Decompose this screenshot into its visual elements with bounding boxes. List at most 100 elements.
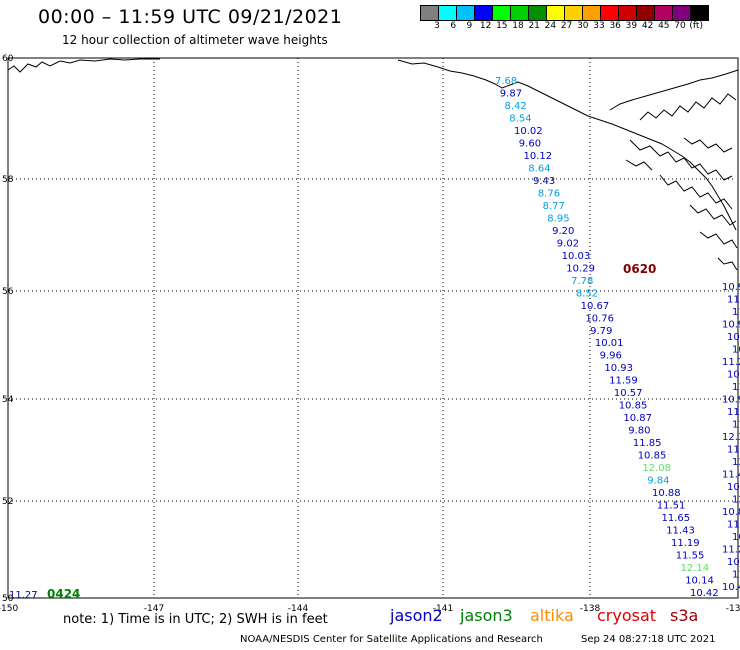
color-scale-label: 30 <box>577 21 589 31</box>
wave-height-label: 9.60 <box>519 138 541 149</box>
pass-time-label: 0620 <box>623 262 656 276</box>
wave-height-label: 12.06 <box>732 495 740 506</box>
wave-height-label: 11.27 <box>9 590 38 601</box>
wave-height-label: 10.67 <box>581 301 610 312</box>
color-scale-label: 27 <box>560 21 573 31</box>
wave-height-label: 10.87 <box>727 370 740 381</box>
legend-s3a: s3a <box>670 606 699 625</box>
wave-height-label: 8.76 <box>538 188 560 199</box>
wave-height-label: 10.88 <box>652 488 681 499</box>
wave-height-label: 8.77 <box>543 201 565 212</box>
wave-height-label: 9.87 <box>500 89 522 100</box>
longitude-tick-label: -138 <box>580 604 601 614</box>
wave-height-label: 9.43 <box>533 176 555 187</box>
wave-height-label: 10.6 <box>732 532 740 543</box>
wave-height-label: 10.85 <box>638 451 667 462</box>
wave-height-label: 10.4 <box>722 582 740 593</box>
wave-height-label: 10.57 <box>614 388 643 399</box>
wave-height-label: 10.8 <box>722 507 740 518</box>
wave-height-label: 11.55 <box>676 551 705 562</box>
latitude-tick-label: 56 <box>2 287 14 297</box>
wave-height-label: 9.84 <box>647 476 669 487</box>
wave-height-label: 9.80 <box>628 426 650 437</box>
wave-height-label: 12.20 <box>732 457 740 468</box>
wave-height-label: 10.02 <box>514 126 543 137</box>
wave-height-label: 8.52 <box>576 288 598 299</box>
color-scale-label: 3 <box>434 21 440 31</box>
wave-height-label: 11.85 <box>633 438 662 449</box>
legend-jason2: jason2 <box>390 606 443 625</box>
color-scale-label: 15 <box>496 21 508 31</box>
legend-jason3: jason3 <box>460 606 513 625</box>
color-scale-label: 42 <box>641 21 654 31</box>
credit-line: NOAA/NESDIS Center for Satellite Applica… <box>240 634 543 645</box>
wave-height-label: 12.08 <box>642 463 671 474</box>
legend-cryosat: cryosat <box>597 606 657 625</box>
longitude-tick-label: -144 <box>288 604 309 614</box>
pass-time-label: 0424 <box>47 587 80 601</box>
color-scale-label: (ft) <box>689 21 703 31</box>
wave-height-label: 9.96 <box>600 351 622 362</box>
wave-height-label: 9.02 <box>557 238 579 249</box>
wave-height-label: 11.4 <box>727 295 740 306</box>
color-scale-label: 70 <box>674 21 686 31</box>
wave-height-label: 10.43 <box>727 482 740 493</box>
latitude-tick-label: 54 <box>2 395 14 405</box>
wave-height-label: 11.59 <box>609 376 638 387</box>
wave-height-label: 10.01 <box>595 338 624 349</box>
wave-height-label: 10.95 <box>722 395 740 406</box>
longitude-tick-label: -135 <box>726 604 740 614</box>
wave-height-label: 10.9 <box>722 282 740 293</box>
wave-height-label: 10.42 <box>690 588 719 599</box>
latitude-tick-label: 52 <box>2 497 13 507</box>
color-swatch <box>690 5 709 21</box>
wave-height-label: 11.47 <box>732 382 740 393</box>
wave-height-label: 11.19 <box>671 538 700 549</box>
color-scale-bar <box>420 5 709 21</box>
latitude-tick-label: 50 <box>2 594 14 604</box>
wave-height-label: 11.2 <box>722 545 740 556</box>
wave-height-label: 11.43 <box>666 526 695 537</box>
jason2-track-main: 7.689.878.428.5410.029.6010.128.649.438.… <box>495 76 719 599</box>
color-scale-label: 33 <box>593 21 605 31</box>
wave-height-label: 11.4 <box>727 520 740 531</box>
map-subtitle: 12 hour collection of altimeter wave hei… <box>62 33 328 47</box>
generated-timestamp: Sep 24 08:27:18 UTC 2021 <box>581 634 716 645</box>
wave-height-label: 11.98 <box>727 445 740 456</box>
map-title: 00:00 – 11:59 UTC 09/21/2021 <box>38 6 343 28</box>
color-scale-label: 9 <box>466 21 473 31</box>
longitude-tick-label: -141 <box>433 604 453 614</box>
color-scale-label: 6 <box>450 21 457 31</box>
color-scale-label: 39 <box>625 21 638 31</box>
pass-time-labels: 0620 0424 <box>47 262 656 601</box>
wave-height-label: 7.68 <box>495 76 517 87</box>
wave-height-label: 12.31 <box>722 432 740 443</box>
wave-height-label: 10.8 <box>732 345 740 356</box>
lat-lon-grid: -150 -147 -144 -141 -138 -135 60 58 56 54 52 50 <box>0 54 740 614</box>
longitude-tick-label: -147 <box>144 604 164 614</box>
wave-height-label: 10.93 <box>604 363 633 374</box>
wave-height-label: 10.85 <box>619 401 648 412</box>
jason2-track-east: 10.911.411.210.910.610.811.210.8711.4710… <box>722 282 740 593</box>
wave-height-label: 9.20 <box>552 226 574 237</box>
wave-height-label: 11.43 <box>722 470 740 481</box>
track-left: 11.27 <box>9 590 38 601</box>
wave-height-label: 7.78 <box>571 276 593 287</box>
wave-height-label: 10.6 <box>727 332 740 343</box>
alaska-coastline <box>7 58 739 271</box>
latitude-tick-label: 60 <box>2 54 14 64</box>
wave-height-label: 8.64 <box>528 163 550 174</box>
color-scale-label: 21 <box>528 21 540 31</box>
latitude-tick-label: 58 <box>2 175 14 185</box>
wave-height-label: 11.94 <box>732 420 740 431</box>
color-scale-label: 36 <box>609 21 621 31</box>
wave-height-label: 9.79 <box>590 326 612 337</box>
wave-height-label: 10.12 <box>524 151 553 162</box>
wave-height-label: 10.14 <box>685 576 714 587</box>
wave-height-label: 11.65 <box>662 513 691 524</box>
color-scale-label: 12 <box>479 21 492 31</box>
wave-height-label: 10.9 <box>722 320 740 331</box>
color-scale-label: 18 <box>512 21 524 31</box>
color-scale-label: 24 <box>544 21 557 31</box>
wave-height-label: 11.1 <box>732 570 740 581</box>
